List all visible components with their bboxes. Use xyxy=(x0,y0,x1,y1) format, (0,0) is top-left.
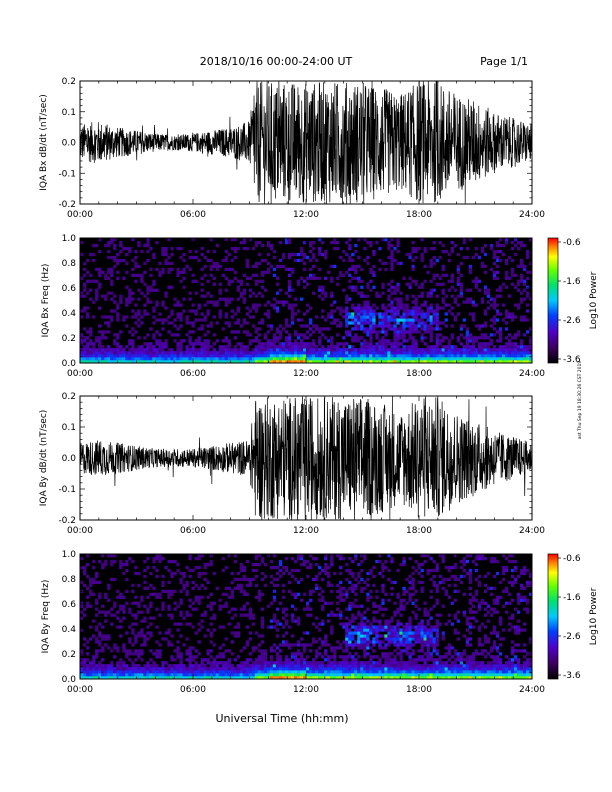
x-tick-label: 18:00 xyxy=(406,526,432,536)
x-tick-label: 00:00 xyxy=(67,685,93,695)
x-axis-title: Universal Time (hh:mm) xyxy=(216,712,349,725)
x-tick-label: 24:00 xyxy=(519,526,545,536)
colorbar-tick-label: -2.6 xyxy=(563,632,581,642)
y-tick-label: 0.0 xyxy=(62,454,77,464)
x-tick-label: 24:00 xyxy=(519,369,545,379)
by-dbdt-ylabel: IQA By dB/dt (nT/sec) xyxy=(39,410,49,507)
y-tick-label: 0.4 xyxy=(62,625,77,635)
x-tick-label: 12:00 xyxy=(293,685,319,695)
x-tick-label: 12:00 xyxy=(293,526,319,536)
y-tick-label: 0.0 xyxy=(62,359,77,369)
y-tick-label: 0.8 xyxy=(62,575,77,585)
colorbar-tick-label: -3.6 xyxy=(563,671,581,681)
by-colorbar xyxy=(547,553,559,680)
y-tick-label: 0.4 xyxy=(62,309,77,319)
x-tick-label: 24:00 xyxy=(519,210,545,220)
colorbar-tick-label: -1.6 xyxy=(563,277,581,287)
y-tick-label: -0.1 xyxy=(58,169,76,179)
y-tick-label: 0.0 xyxy=(62,675,77,685)
y-tick-label: 0.1 xyxy=(62,423,76,433)
x-tick-label: 00:00 xyxy=(67,210,93,220)
x-tick-label: 18:00 xyxy=(406,369,432,379)
y-tick-label: 0.1 xyxy=(62,108,76,118)
y-tick-label: 0.2 xyxy=(62,334,76,344)
y-tick-label: -0.2 xyxy=(58,200,76,210)
y-tick-label: 0.6 xyxy=(62,284,77,294)
x-tick-label: 24:00 xyxy=(519,685,545,695)
x-tick-label: 00:00 xyxy=(67,526,93,536)
x-tick-label: 06:00 xyxy=(180,369,206,379)
y-tick-label: 0.8 xyxy=(62,259,77,269)
colorbar-tick-label: -2.6 xyxy=(563,316,581,326)
panel-by-dbdt: 00:00 06:00 12:00 18:00 24:00 -0.2 -0.1 0.0 0.1 0… xyxy=(39,392,545,536)
bx-freq-ylabel: IQA Bx Freq (Hz) xyxy=(41,264,51,338)
generation-stamp: ast Thu Sep 19 18:30:26 CST 2019 xyxy=(577,361,583,440)
y-tick-label: 1.0 xyxy=(62,550,77,560)
colorbar-tick-label: -0.6 xyxy=(563,238,581,248)
panel-bx-spectrogram: 00:00 06:00 12:00 18:00 24:00 0.0 0.2 0.4 0.6 0.8… xyxy=(41,234,599,379)
panel-by-spectrogram: 00:00 06:00 12:00 18:00 24:00 0.0 0.2 0.4 0.6 0.8… xyxy=(41,550,599,695)
panel-bx-dbdt: 00:00 06:00 12:00 18:00 24:00 -0.2 -0.1 0.0 0.1 0… xyxy=(39,77,545,220)
page-number: Page 1/1 xyxy=(480,55,528,68)
y-tick-label: 0.2 xyxy=(62,650,76,660)
by-dbdt-trace xyxy=(79,395,533,521)
y-tick-label: 0.2 xyxy=(62,392,76,402)
x-tick-label: 06:00 xyxy=(180,210,206,220)
x-tick-label: 12:00 xyxy=(293,369,319,379)
y-tick-label: 0.6 xyxy=(62,600,77,610)
colorbar-tick-label: -3.6 xyxy=(563,355,581,365)
x-tick-label: 18:00 xyxy=(406,210,432,220)
x-tick-label: 12:00 xyxy=(293,210,319,220)
bx-colorbar xyxy=(547,237,559,364)
x-tick-label: 00:00 xyxy=(67,369,93,379)
bx-dbdt-trace xyxy=(79,80,533,205)
by-freq-ylabel: IQA By Freq (Hz) xyxy=(41,580,51,654)
bx-colorbar-label: Log10 Power xyxy=(589,271,599,329)
x-tick-label: 06:00 xyxy=(180,685,206,695)
by-colorbar-label: Log10 Power xyxy=(589,587,599,645)
y-tick-label: 1.0 xyxy=(62,234,77,244)
y-tick-label: 0.2 xyxy=(62,77,76,87)
y-tick-label: -0.1 xyxy=(58,485,76,495)
y-tick-label: 0.0 xyxy=(62,139,77,149)
figure-title: 2018/10/16 00:00-24:00 UT xyxy=(200,55,353,68)
y-tick-label: -0.2 xyxy=(58,516,76,526)
colorbar-tick-label: -0.6 xyxy=(563,554,581,564)
colorbar-tick-label: -1.6 xyxy=(563,593,581,603)
x-tick-label: 18:00 xyxy=(406,685,432,695)
x-tick-label: 06:00 xyxy=(180,526,206,536)
bx-dbdt-ylabel: IQA Bx dB/dt (nT/sec) xyxy=(39,94,49,191)
